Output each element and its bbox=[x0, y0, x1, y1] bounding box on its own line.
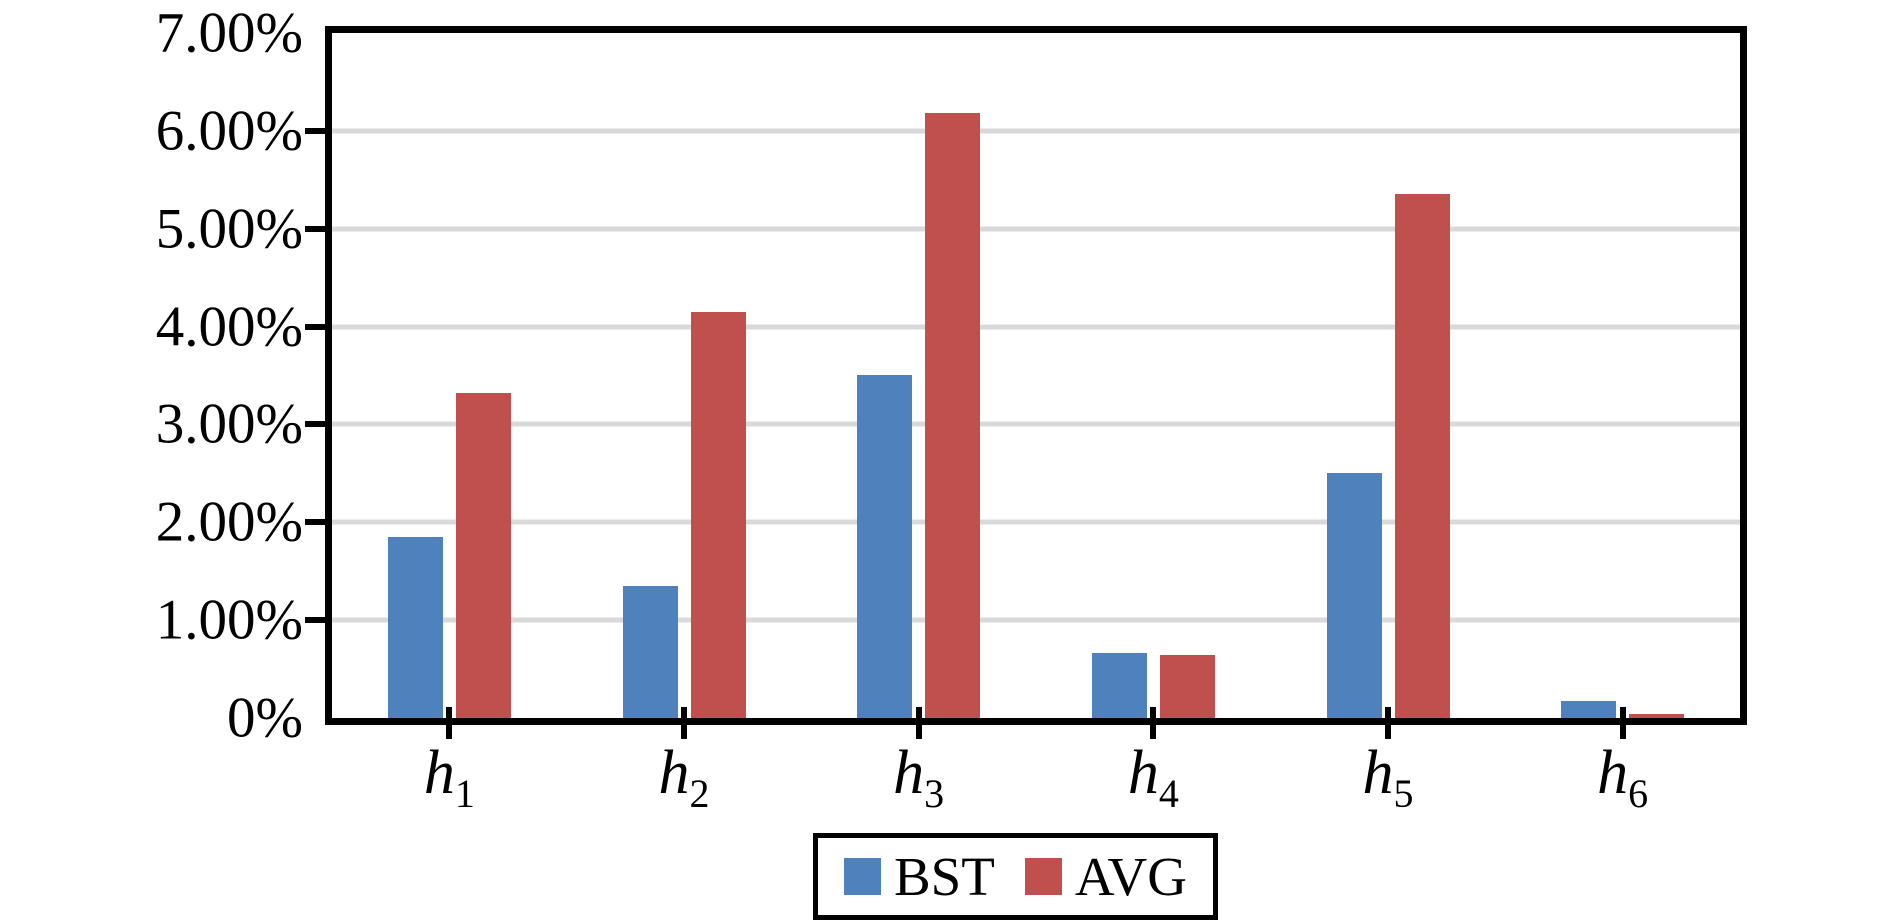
y-axis-tick bbox=[305, 519, 325, 526]
y-axis-tick-label: 0% bbox=[227, 686, 303, 750]
y-axis-tick-label: 5.00% bbox=[155, 197, 303, 261]
legend-item-bst: BST bbox=[844, 849, 995, 904]
x-axis-category-label: h3 bbox=[893, 739, 945, 816]
legend-label: BST bbox=[894, 846, 995, 907]
x-axis-tick bbox=[446, 707, 453, 739]
legend-label: AVG bbox=[1074, 846, 1187, 907]
gridline bbox=[332, 519, 1740, 525]
x-axis-tick bbox=[1619, 707, 1626, 739]
bst-bar-h6 bbox=[1561, 701, 1617, 718]
gridline bbox=[332, 617, 1740, 623]
y-axis-tick-label: 4.00% bbox=[155, 295, 303, 359]
bst-bar-h4 bbox=[1091, 653, 1147, 718]
x-axis-category-label: h4 bbox=[1127, 739, 1179, 816]
gridline bbox=[332, 324, 1740, 330]
avg-bar-h1 bbox=[455, 393, 511, 718]
bst-bar-h2 bbox=[622, 585, 678, 718]
y-ticks-layer bbox=[305, 33, 1740, 718]
avg-bar-h3 bbox=[925, 113, 981, 718]
y-axis-labels: 7.00% 6.00% 5.00% 4.00% 3.00% 2.00% 1.00% 0% bbox=[0, 5, 303, 747]
bst-swatch-icon bbox=[844, 858, 881, 895]
x-ticks-layer bbox=[332, 33, 1740, 739]
y-axis-tick-label: 3.00% bbox=[155, 392, 303, 456]
x-axis-category-label: h5 bbox=[1362, 739, 1414, 816]
bars-layer bbox=[332, 33, 1740, 718]
plot-area bbox=[305, 26, 1747, 739]
bst-bar-h3 bbox=[857, 374, 913, 718]
gridlines-layer bbox=[332, 33, 1740, 718]
y-axis-tick bbox=[305, 617, 325, 624]
y-axis-tick bbox=[305, 323, 325, 330]
y-axis-tick bbox=[305, 225, 325, 232]
bst-bar-h5 bbox=[1326, 473, 1382, 718]
y-axis-tick-label: 7.00% bbox=[155, 1, 303, 65]
gridline bbox=[332, 226, 1740, 232]
y-axis-tick-label: 2.00% bbox=[155, 490, 303, 554]
gridline bbox=[332, 421, 1740, 427]
y-axis-tick bbox=[305, 421, 325, 428]
legend-item-avg: AVG bbox=[1024, 846, 1187, 907]
x-axis-tick bbox=[1150, 707, 1157, 739]
x-axis-labels: h1 h2 h3 h4 h5 h6 bbox=[332, 742, 1740, 832]
x-axis-category-label: h6 bbox=[1597, 739, 1649, 816]
x-axis-category-label: h1 bbox=[423, 739, 475, 816]
avg-bar-h5 bbox=[1394, 193, 1450, 718]
avg-bar-h4 bbox=[1159, 655, 1215, 718]
avg-swatch-icon bbox=[1024, 858, 1062, 895]
y-axis-tick-label: 1.00% bbox=[155, 588, 303, 652]
x-axis-tick bbox=[1385, 707, 1391, 739]
x-axis-tick bbox=[681, 707, 687, 739]
legend: BST AVG bbox=[813, 833, 1218, 920]
y-axis-tick-label: 6.00% bbox=[155, 99, 303, 163]
avg-bar-h2 bbox=[690, 311, 746, 718]
avg-bar-h6 bbox=[1629, 714, 1685, 718]
y-axis-tick bbox=[305, 127, 325, 134]
x-axis-tick bbox=[915, 707, 922, 739]
x-axis-category-label: h2 bbox=[658, 739, 710, 816]
gridline bbox=[332, 128, 1740, 134]
bst-bar-h1 bbox=[387, 536, 443, 718]
